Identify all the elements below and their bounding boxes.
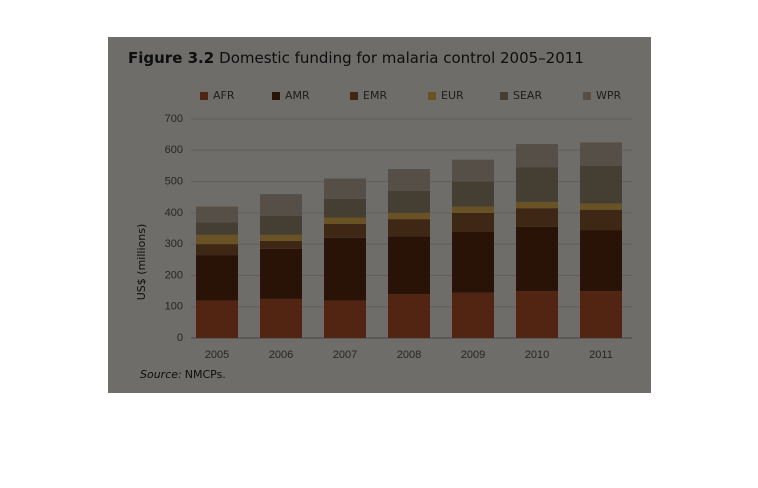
- bar-segment: [324, 300, 366, 338]
- bar-segment: [580, 203, 622, 210]
- source-text: NMCPs.: [185, 368, 226, 381]
- bar-segment: [324, 198, 366, 218]
- bar-segment: [452, 231, 494, 293]
- bar-segment: [260, 248, 302, 299]
- legend-swatch: [272, 92, 280, 100]
- bar-segment: [388, 169, 430, 191]
- y-tick-label: 100: [165, 301, 183, 313]
- legend-swatch: [200, 92, 208, 100]
- bar-segment: [196, 222, 238, 235]
- bar-segment: [196, 244, 238, 256]
- bar-segment: [516, 144, 558, 168]
- bar-segment: [580, 142, 622, 166]
- y-tick-label: 500: [165, 175, 183, 187]
- legend-swatch: [350, 92, 358, 100]
- x-tick-label: 2011: [589, 349, 613, 361]
- bar-segment: [388, 219, 430, 237]
- title-text: Domestic funding for malaria control 200…: [219, 49, 584, 67]
- x-tick-label: 2008: [397, 349, 421, 361]
- bar-segment: [196, 206, 238, 223]
- bar-segment: [388, 190, 430, 213]
- x-tick-label: 2007: [333, 349, 357, 361]
- bar-segment: [388, 236, 430, 295]
- bar-segment: [196, 255, 238, 301]
- bar-segment: [260, 194, 302, 216]
- y-tick-label: 0: [177, 332, 183, 344]
- bar-segment: [452, 181, 494, 207]
- bar-segment: [260, 234, 302, 242]
- bar-segment: [516, 226, 558, 292]
- bar-segment: [580, 209, 622, 231]
- bar-segment: [388, 294, 430, 338]
- x-tick-label: 2005: [205, 349, 229, 361]
- bar-segment: [324, 217, 366, 224]
- figure-label: Figure 3.2: [128, 49, 214, 67]
- bar-segment: [324, 178, 366, 199]
- bar-segment: [516, 167, 558, 202]
- legend-swatch: [428, 92, 436, 100]
- y-tick-label: 600: [165, 144, 183, 156]
- bar-segment: [516, 208, 558, 227]
- legend-label: SEAR: [513, 89, 542, 102]
- bar-segment: [452, 292, 494, 338]
- bar-segment: [452, 212, 494, 232]
- legend-label: WPR: [596, 89, 622, 102]
- bar-segment: [260, 241, 302, 249]
- legend-label: EMR: [363, 89, 387, 102]
- chart-title: Figure 3.2 Domestic funding for malaria c…: [128, 49, 584, 67]
- legend-swatch: [500, 92, 508, 100]
- x-tick-label: 2006: [269, 349, 293, 361]
- bar-segment: [388, 212, 430, 220]
- y-tick-label: 200: [165, 269, 183, 281]
- x-tick-label: 2010: [525, 349, 549, 361]
- legend-label: AFR: [213, 89, 235, 102]
- bar-segment: [580, 291, 622, 338]
- bar-segment: [516, 291, 558, 338]
- bar-segment: [324, 237, 366, 301]
- bar-segment: [260, 215, 302, 235]
- bar-segment: [196, 300, 238, 338]
- source-label: Source:: [140, 368, 182, 381]
- bar-segment: [516, 201, 558, 209]
- legend-label: AMR: [285, 89, 310, 102]
- legend-label: EUR: [441, 89, 464, 102]
- x-tick-label: 2009: [461, 349, 485, 361]
- y-tick-label: 400: [165, 207, 183, 219]
- bar-segment: [260, 298, 302, 338]
- y-tick-label: 700: [165, 113, 183, 125]
- bar-segment: [324, 223, 366, 238]
- legend-swatch: [583, 92, 591, 100]
- bar-segment: [452, 206, 494, 213]
- bar-segment: [452, 159, 494, 182]
- bar-segment: [196, 234, 238, 245]
- y-axis-label: US$ (millions): [135, 224, 148, 300]
- bar-segment: [580, 165, 622, 204]
- y-tick-label: 300: [165, 238, 183, 250]
- bar-segment: [580, 230, 622, 292]
